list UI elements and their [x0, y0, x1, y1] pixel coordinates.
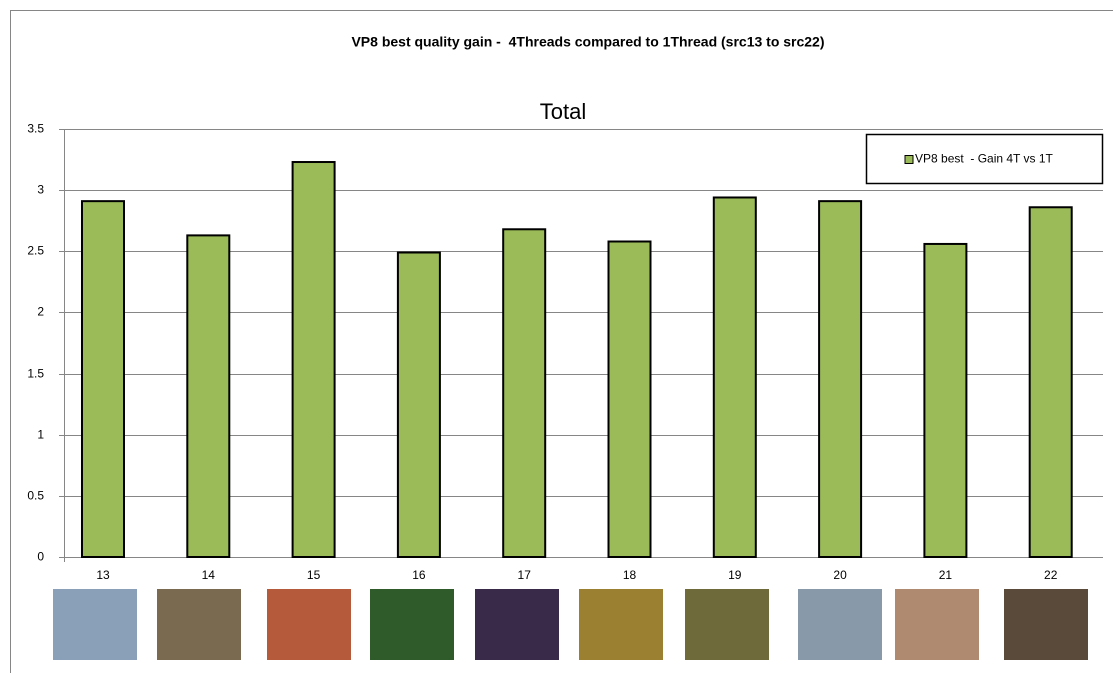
x-tick-label: 13	[96, 568, 110, 582]
bar	[396, 251, 441, 558]
y-tick-label: 0.5	[27, 489, 44, 503]
bar	[712, 196, 757, 558]
x-tick-label: 17	[518, 568, 532, 582]
bar	[291, 161, 336, 558]
bar	[81, 200, 125, 559]
y-tick-label: 0	[37, 550, 44, 564]
x-tick-label: 21	[939, 568, 953, 582]
x-tick-label: 15	[307, 568, 321, 582]
y-tick-label: 3.5	[27, 122, 44, 136]
chart-subtitle: Total	[540, 99, 586, 124]
chart-title: VP8 best quality gain - 4Threads compare…	[351, 34, 824, 50]
legend-label: VP8 best - Gain 4T vs 1T	[915, 152, 1054, 166]
thumbnail	[475, 589, 559, 660]
bar	[502, 228, 547, 558]
y-tick-label: 2	[37, 305, 44, 319]
x-tick-label: 14	[202, 568, 216, 582]
thumbnail	[895, 589, 979, 660]
thumbnail	[267, 589, 351, 660]
x-tick-label: 19	[728, 568, 742, 582]
bar	[1028, 206, 1073, 559]
x-tick-label: 22	[1044, 568, 1058, 582]
bar	[818, 200, 863, 559]
y-tick-label: 1.5	[27, 367, 44, 381]
thumbnail	[579, 589, 663, 660]
bar	[186, 234, 231, 558]
x-tick-label: 18	[623, 568, 637, 582]
bar	[923, 242, 968, 558]
x-tick-label: 16	[412, 568, 426, 582]
bar	[607, 240, 652, 558]
thumbnail	[1004, 589, 1088, 660]
y-tick-label: 3	[37, 183, 44, 197]
x-tick-label: 20	[833, 568, 847, 582]
thumbnails	[53, 589, 1088, 660]
thumbnail	[798, 589, 882, 660]
thumbnail	[370, 589, 454, 660]
y-tick-label: 1	[37, 428, 44, 442]
y-tick-label: 2.5	[27, 244, 44, 258]
thumbnail	[157, 589, 241, 660]
legend-swatch	[904, 155, 914, 164]
thumbnail	[53, 589, 137, 660]
thumbnail	[685, 589, 769, 660]
